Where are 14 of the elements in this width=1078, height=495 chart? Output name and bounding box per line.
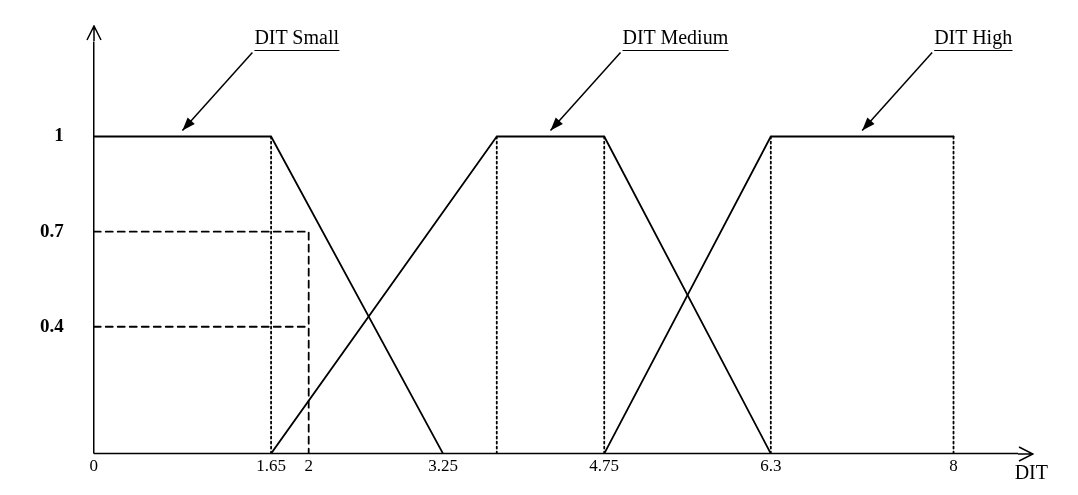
x-tick-label: 3.25	[428, 456, 458, 476]
text: DIT Medium	[622, 25, 729, 48]
x-tick-label: 8	[949, 456, 958, 476]
text: DIT High	[934, 25, 1013, 49]
text: DIT Small	[254, 25, 340, 48]
x-tick-label: 2	[304, 456, 313, 476]
x-tick-label: 1.65	[256, 456, 286, 476]
x-tick-label: 0	[89, 456, 98, 476]
x-axis-title: DIT	[1014, 460, 1048, 483]
x-tick-label: 4.75	[589, 456, 620, 476]
y-tick-label: 0.4	[40, 314, 65, 336]
y-tick-label: 0.7	[40, 219, 65, 241]
y-tick-label: 1	[54, 124, 64, 146]
x-tick-label: 6.3	[760, 456, 782, 476]
